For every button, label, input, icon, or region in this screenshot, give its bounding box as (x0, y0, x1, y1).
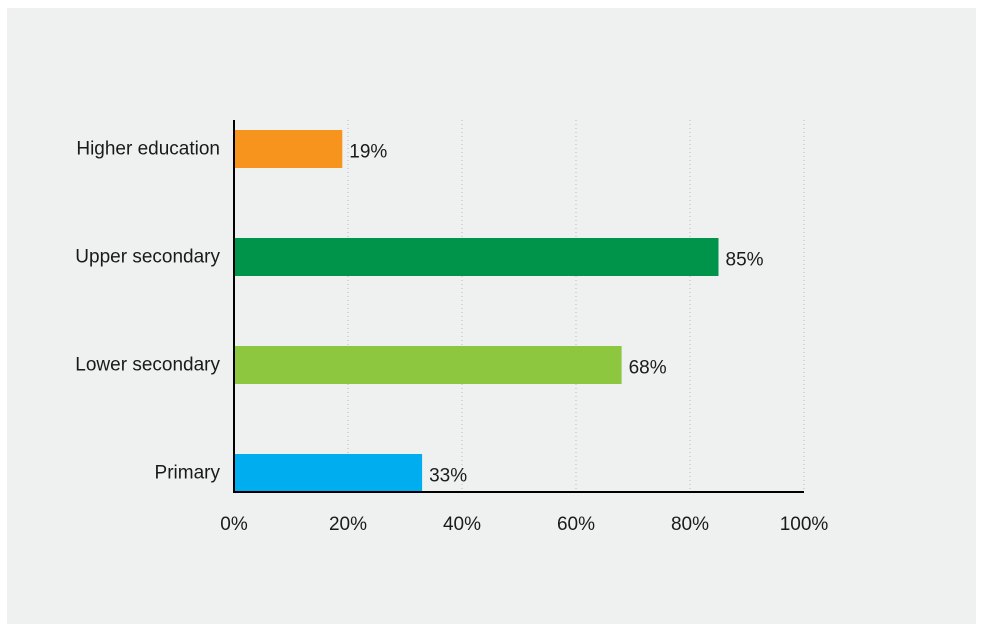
x-tick-label-20: 20% (329, 514, 367, 535)
x-tick-label-80: 80% (671, 514, 709, 535)
category-label-primary: Primary (155, 463, 221, 484)
value-label-upper-secondary: 85% (726, 250, 764, 271)
chart-panel: Higher education 19% Upper secondary 85% Low… (7, 8, 976, 624)
bars (234, 130, 719, 492)
value-label-higher-education: 19% (349, 142, 387, 163)
x-tick-label-60: 60% (557, 514, 595, 535)
bar-higher-education (234, 130, 343, 168)
labels: Higher education 19% Upper secondary 85% Low… (75, 139, 828, 536)
bar-upper-secondary (234, 238, 719, 276)
bar-lower-secondary (234, 346, 622, 384)
value-label-primary: 33% (429, 466, 467, 487)
x-tick-label-100: 100% (780, 514, 829, 535)
category-label-higher-education: Higher education (76, 139, 220, 160)
axes (233, 120, 804, 493)
category-label-upper-secondary: Upper secondary (75, 247, 220, 268)
value-label-lower-secondary: 68% (629, 358, 667, 379)
category-label-lower-secondary: Lower secondary (75, 355, 220, 376)
x-tick-label-0: 0% (220, 514, 248, 535)
gridlines (347, 120, 805, 492)
bar-primary (234, 454, 423, 492)
bar-chart: Higher education 19% Upper secondary 85% Low… (75, 120, 828, 536)
x-tick-label-40: 40% (443, 514, 481, 535)
